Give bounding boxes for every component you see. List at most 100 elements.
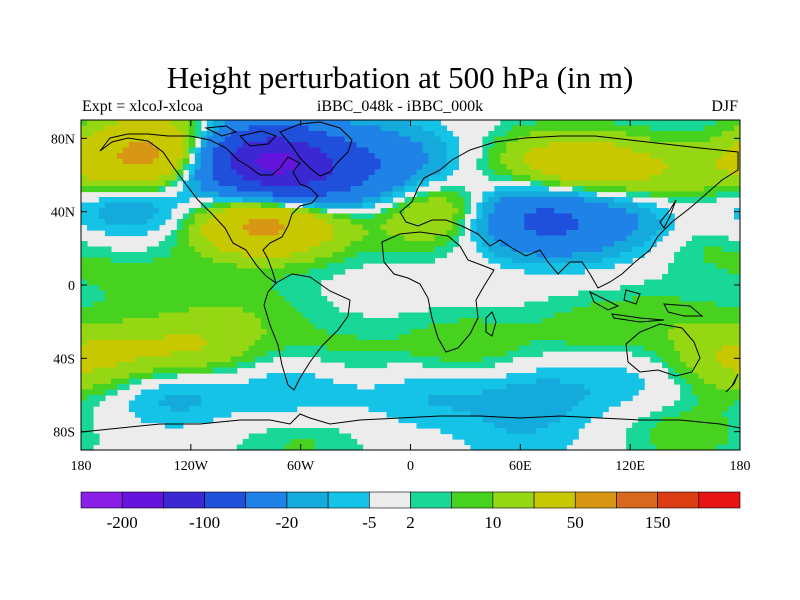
field-cell [698, 142, 705, 149]
field-cell [308, 202, 316, 209]
field-cell [728, 356, 735, 363]
field-cell [518, 169, 525, 176]
field-cell [638, 323, 645, 330]
field-cell [554, 191, 561, 198]
field-cell [704, 235, 711, 242]
field-cell [620, 301, 627, 308]
field-cell [248, 180, 256, 187]
field-cell [272, 252, 280, 259]
field-cell [260, 351, 268, 358]
field-cell [266, 307, 274, 314]
field-cell [584, 202, 591, 209]
field-cell [98, 290, 106, 297]
field-cell [542, 263, 549, 270]
field-cell [218, 213, 226, 220]
field-cell [710, 367, 717, 374]
field-cell [368, 191, 376, 198]
field-cell [404, 257, 412, 264]
field-cell [278, 279, 286, 286]
field-cell [170, 323, 178, 330]
field-cell [704, 147, 711, 154]
field-cell [194, 351, 202, 358]
field-cell [668, 285, 675, 292]
field-cell [626, 158, 633, 165]
field-cell [194, 312, 202, 319]
field-cell [440, 191, 448, 198]
field-cell [212, 246, 220, 253]
field-cell [500, 307, 507, 314]
field-cell [116, 290, 124, 297]
field-cell [344, 230, 352, 237]
field-cell [344, 362, 352, 369]
field-cell [602, 301, 609, 308]
field-cell [530, 318, 537, 325]
field-cell [524, 351, 531, 358]
field-cell [122, 334, 130, 341]
field-cell [698, 395, 705, 402]
field-cell [386, 153, 394, 160]
field-cell [482, 213, 489, 220]
field-cell [320, 202, 328, 209]
field-cell [194, 230, 202, 237]
field-cell [656, 312, 663, 319]
field-cell [122, 384, 130, 391]
field-cell [548, 136, 555, 143]
field-cell [386, 395, 394, 402]
field-cell [308, 142, 316, 149]
field-cell [602, 257, 609, 264]
field-cell [314, 334, 322, 341]
field-cell [650, 230, 657, 237]
field-cell [272, 334, 280, 341]
field-cell [698, 345, 705, 352]
field-cell [662, 411, 669, 418]
field-cell [578, 268, 585, 275]
field-cell [248, 351, 256, 358]
field-cell [296, 191, 304, 198]
field-cell [680, 120, 687, 127]
field-cell [398, 384, 406, 391]
field-cell [614, 208, 621, 215]
field-cell [296, 169, 304, 176]
field-cell [92, 186, 100, 193]
field-cell [248, 246, 256, 253]
field-cell [650, 340, 657, 347]
field-cell [212, 334, 220, 341]
field-cell [494, 224, 501, 231]
field-cell [182, 158, 190, 165]
field-cell [242, 230, 250, 237]
field-cell [548, 411, 555, 418]
field-cell [518, 246, 525, 253]
field-cell [116, 285, 124, 292]
field-cell [392, 208, 400, 215]
field-cell [716, 263, 723, 270]
field-cell [404, 158, 412, 165]
field-cell [704, 312, 711, 319]
field-cell [692, 378, 699, 385]
field-cell [710, 180, 717, 187]
field-cell [566, 323, 573, 330]
field-cell [296, 153, 304, 160]
field-cell [248, 147, 256, 154]
field-cell [542, 197, 549, 204]
field-cell [632, 351, 639, 358]
field-cell [266, 279, 274, 286]
field-cell [314, 224, 322, 231]
field-cell [632, 340, 639, 347]
field-cell [590, 169, 597, 176]
field-cell [188, 400, 196, 407]
field-cell [128, 301, 136, 308]
field-cell [206, 301, 214, 308]
field-cell [536, 329, 543, 336]
field-cell [236, 136, 244, 143]
field-cell [356, 400, 364, 407]
field-cell [530, 213, 537, 220]
field-cell [290, 186, 298, 193]
field-cell [152, 186, 160, 193]
field-cell [302, 164, 310, 171]
field-cell [158, 147, 166, 154]
field-cell [116, 208, 124, 215]
field-cell [710, 301, 717, 308]
field-cell [662, 279, 669, 286]
field-cell [554, 175, 561, 182]
field-cell [260, 219, 268, 226]
